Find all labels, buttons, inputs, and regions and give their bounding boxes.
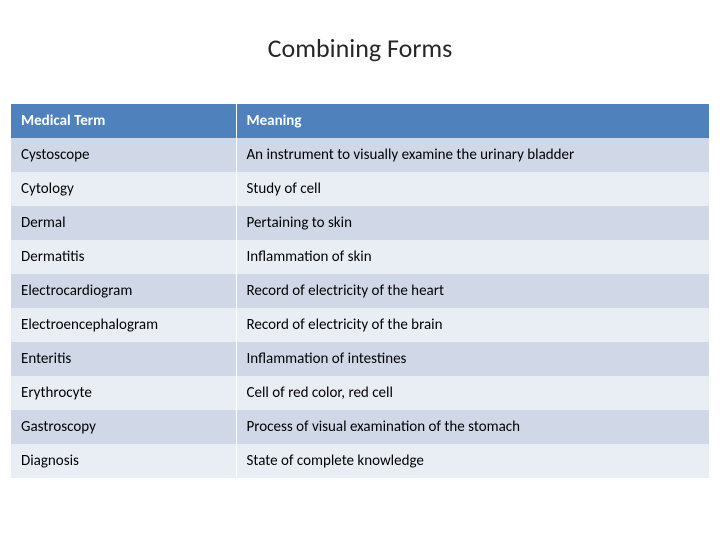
terms-table: Medical Term Meaning Cystoscope An instr… [11, 104, 709, 478]
cell-term: Cytology [11, 172, 236, 206]
table-header-row: Medical Term Meaning [11, 104, 709, 138]
table-row: Electrocardiogram Record of electricity … [11, 274, 709, 308]
table-row: Dermatitis Inflammation of skin [11, 240, 709, 274]
cell-term: Enteritis [11, 342, 236, 376]
cell-meaning: State of complete knowledge [236, 444, 709, 478]
cell-meaning: Process of visual examination of the sto… [236, 410, 709, 444]
cell-meaning: An instrument to visually examine the ur… [236, 138, 709, 172]
slide: Combining Forms Medical Term Meaning Cys… [0, 0, 720, 540]
cell-meaning: Study of cell [236, 172, 709, 206]
table-row: Dermal Pertaining to skin [11, 206, 709, 240]
cell-meaning: Cell of red color, red cell [236, 376, 709, 410]
cell-meaning: Record of electricity of the heart [236, 274, 709, 308]
cell-meaning: Pertaining to skin [236, 206, 709, 240]
column-header-meaning: Meaning [236, 104, 709, 138]
cell-term: Electroencephalogram [11, 308, 236, 342]
cell-term: Dermatitis [11, 240, 236, 274]
cell-term: Dermal [11, 206, 236, 240]
cell-term: Gastroscopy [11, 410, 236, 444]
cell-term: Erythrocyte [11, 376, 236, 410]
cell-meaning: Record of electricity of the brain [236, 308, 709, 342]
table-row: Enteritis Inflammation of intestines [11, 342, 709, 376]
table-row: Erythrocyte Cell of red color, red cell [11, 376, 709, 410]
table-row: Cytology Study of cell [11, 172, 709, 206]
table-row: Cystoscope An instrument to visually exa… [11, 138, 709, 172]
cell-meaning: Inflammation of skin [236, 240, 709, 274]
cell-term: Diagnosis [11, 444, 236, 478]
cell-meaning: Inflammation of intestines [236, 342, 709, 376]
cell-term: Cystoscope [11, 138, 236, 172]
page-title: Combining Forms [0, 32, 720, 64]
cell-term: Electrocardiogram [11, 274, 236, 308]
column-header-term: Medical Term [11, 104, 236, 138]
table-row: Gastroscopy Process of visual examinatio… [11, 410, 709, 444]
table-row: Electroencephalogram Record of electrici… [11, 308, 709, 342]
table-row: Diagnosis State of complete knowledge [11, 444, 709, 478]
